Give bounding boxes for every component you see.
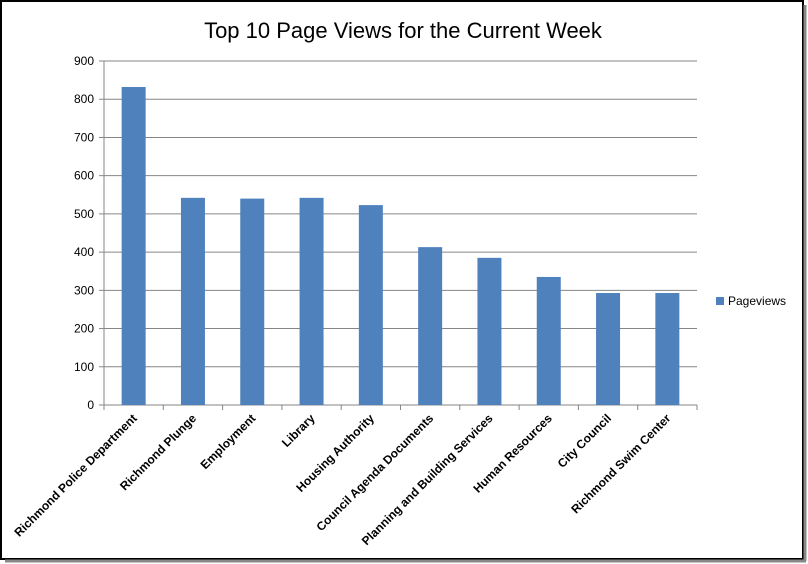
y-tick-label: 400: [74, 245, 94, 259]
y-tick-label: 600: [74, 169, 94, 183]
bar: [240, 198, 265, 405]
y-tick-label: 900: [74, 54, 94, 68]
legend-label: Pageviews: [728, 294, 786, 308]
bar: [536, 276, 561, 405]
bar: [358, 205, 383, 405]
chart-title: Top 10 Page Views for the Current Week: [204, 18, 603, 43]
bar: [596, 293, 621, 405]
y-tick-label: 0: [87, 398, 94, 412]
y-tick-label: 700: [74, 130, 94, 144]
bar: [655, 293, 680, 405]
bar: [299, 197, 324, 405]
bar: [180, 197, 205, 405]
bar: [121, 86, 146, 405]
y-tick-label: 800: [74, 92, 94, 106]
legend-swatch: [716, 297, 724, 305]
y-tick-label: 200: [74, 322, 94, 336]
bar: [418, 247, 443, 405]
bar: [477, 257, 502, 405]
y-tick-label: 500: [74, 207, 94, 221]
y-tick-label: 100: [74, 360, 94, 374]
y-tick-label: 300: [74, 283, 94, 297]
